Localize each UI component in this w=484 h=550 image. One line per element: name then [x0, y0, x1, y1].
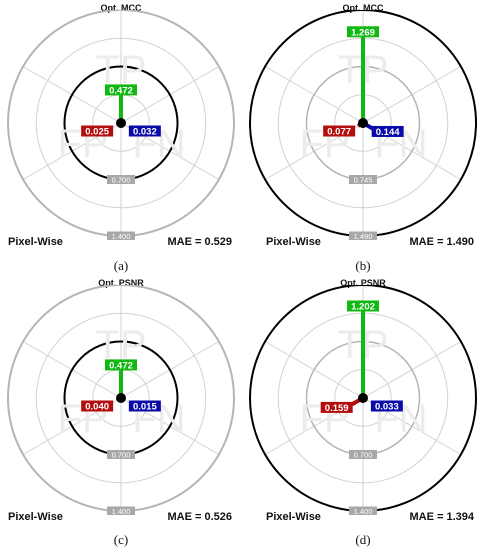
panel-caption: (b): [355, 258, 371, 273]
pixel-wise-label: Pixel-Wise: [8, 511, 63, 523]
panel-caption: (a): [113, 258, 129, 273]
ring-label-box: [349, 231, 377, 240]
chart-title: Opt. PSNR: [340, 278, 386, 288]
chart-title: Opt. MCC: [100, 3, 142, 13]
mae-label: MAE = 0.529: [167, 236, 232, 248]
chart-panel-d: Opt. PSNR TP FP FN 0.700 1.400 1.202 0.159 0.03…: [242, 275, 484, 550]
value-label-fp-box: [323, 125, 356, 137]
value-label-fn-box: [128, 125, 161, 137]
value-label-tp-box: [347, 300, 379, 312]
ring-label: 0.700: [112, 451, 131, 460]
value-label-fn: 0.015: [133, 402, 157, 413]
value-label-fp: 0.025: [85, 127, 109, 138]
ring-label: 1.400: [112, 507, 131, 515]
mae-label: MAE = 1.394: [409, 511, 474, 523]
chart-panel-c: Opt. PSNR TP FP FN 0.700 1.400 0.472 0.040 0.01…: [0, 275, 242, 550]
ring-label: 1.490: [354, 232, 373, 240]
value-label-tp: 1.269: [351, 27, 375, 38]
chart-title: Opt. PSNR: [98, 278, 144, 288]
value-label-fn: 0.033: [375, 402, 399, 413]
ring-label-box: [349, 175, 377, 184]
value-label-tp: 0.472: [109, 86, 133, 97]
value-label-fp-box: [81, 125, 114, 137]
chart-panel-b: Opt. MCC TP FP FN 0.745 1.490 1.269 0.077 0.144…: [242, 0, 484, 275]
mae-label: MAE = 1.490: [409, 236, 474, 248]
center-dot: [358, 118, 368, 128]
ring-label: 0.700: [354, 451, 373, 460]
minor-ring: [35, 312, 207, 484]
ring-label: 0.745: [354, 176, 373, 185]
value-label-fn-box: [371, 125, 404, 137]
ring-label-box: [349, 450, 377, 459]
ring-label: 1.400: [112, 232, 131, 240]
value-label-fp: 0.077: [327, 127, 351, 138]
pixel-wise-label: Pixel-Wise: [266, 236, 321, 248]
center-dot: [358, 393, 368, 403]
mae-label: MAE = 0.526: [167, 511, 232, 523]
value-label-fn-box: [128, 400, 161, 412]
pixel-wise-label: Pixel-Wise: [266, 511, 321, 523]
value-label-fn-box: [370, 400, 403, 412]
value-label-fp: 0.159: [325, 403, 349, 414]
value-label-tp: 1.202: [351, 302, 375, 313]
value-label-tp-box: [105, 359, 137, 371]
center-dot: [116, 393, 126, 403]
center-dot: [116, 118, 126, 128]
minor-ring: [35, 37, 207, 209]
value-label-fn: 0.144: [376, 127, 400, 138]
value-label-fp: 0.040: [85, 402, 109, 413]
ring-label-box: [107, 175, 135, 184]
ring-label: 1.400: [354, 507, 373, 515]
value-label-tp-box: [347, 26, 379, 38]
value-label-fp-box: [320, 401, 353, 413]
ring-label-box: [349, 506, 377, 515]
ring-label: 0.700: [112, 176, 131, 185]
pixel-wise-label: Pixel-Wise: [8, 236, 63, 248]
chart-title: Opt. MCC: [342, 3, 384, 13]
value-label-fp-box: [81, 400, 114, 412]
value-label-fn: 0.032: [133, 127, 157, 138]
ring-label-box: [107, 231, 135, 240]
value-label-tp: 0.472: [109, 361, 133, 372]
ring-label-box: [107, 450, 135, 459]
ring-label-box: [107, 506, 135, 515]
value-label-tp-box: [105, 84, 137, 96]
chart-panel-a: Opt. MCC TP FP FN 0.700 1.400 0.472 0.025 0.032…: [0, 0, 242, 275]
panel-caption: (d): [355, 532, 371, 547]
panel-caption: (c): [113, 532, 129, 547]
